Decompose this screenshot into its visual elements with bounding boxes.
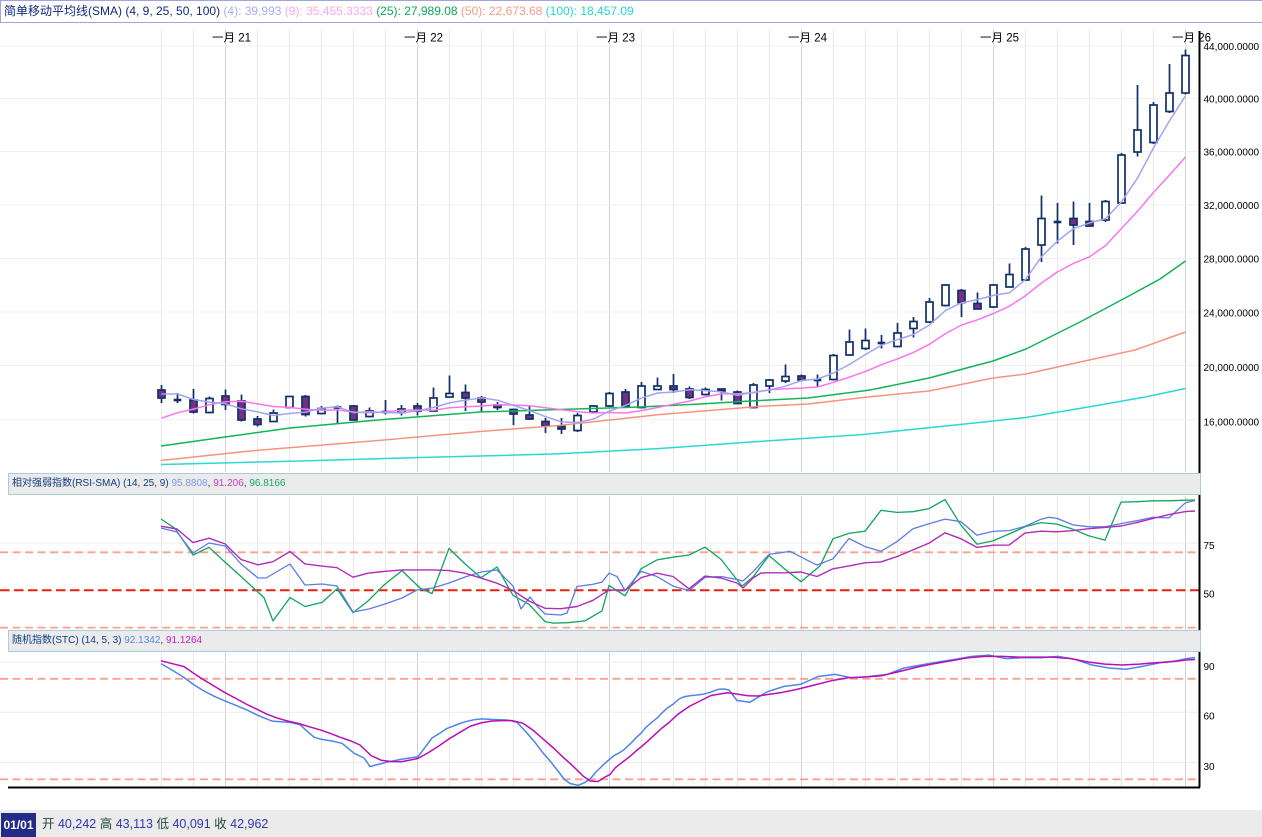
svg-text:90: 90 (1204, 662, 1216, 673)
svg-text:40,000.0000: 40,000.0000 (1204, 95, 1260, 106)
svg-text:30: 30 (1204, 762, 1216, 773)
svg-text:75: 75 (1204, 541, 1216, 552)
svg-text:50: 50 (1204, 590, 1216, 601)
svg-text:一月 26: 一月 26 (1172, 33, 1211, 45)
svg-text:36,000.0000: 36,000.0000 (1204, 148, 1260, 159)
svg-text:一月 24: 一月 24 (788, 33, 828, 45)
svg-text:一月 21: 一月 21 (212, 33, 251, 45)
svg-text:一月 25: 一月 25 (980, 33, 1019, 45)
svg-text:16,000.0000: 16,000.0000 (1204, 418, 1260, 429)
svg-text:20,000.0000: 20,000.0000 (1204, 363, 1260, 374)
svg-text:44,000.0000: 44,000.0000 (1204, 42, 1260, 53)
svg-text:60: 60 (1204, 711, 1216, 722)
svg-text:一月 22: 一月 22 (404, 33, 443, 45)
svg-text:24,000.0000: 24,000.0000 (1204, 309, 1260, 320)
svg-text:28,000.0000: 28,000.0000 (1204, 255, 1260, 266)
svg-text:32,000.0000: 32,000.0000 (1204, 201, 1260, 212)
svg-text:一月 23: 一月 23 (596, 33, 635, 45)
